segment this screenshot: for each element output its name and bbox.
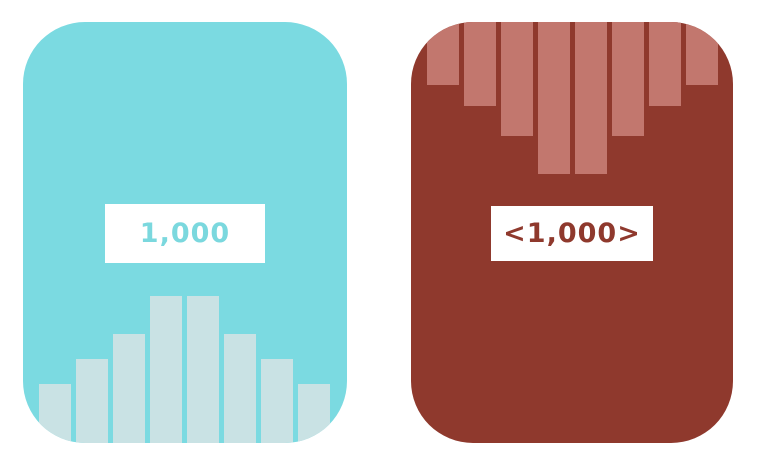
- negative-value-card: <1,000>: [411, 22, 733, 443]
- up-bar-3: [113, 334, 145, 443]
- up-bar-2: [76, 359, 108, 443]
- down-bar-3: [501, 22, 533, 136]
- down-bar-1: [427, 22, 459, 85]
- down-bar-5: [575, 22, 607, 174]
- negative-value-label: <1,000>: [491, 206, 653, 261]
- down-bar-7: [649, 22, 681, 106]
- up-bar-6: [224, 334, 256, 443]
- positive-value-label: 1,000: [105, 204, 265, 263]
- down-bar-2: [464, 22, 496, 106]
- down-bar-6: [612, 22, 644, 136]
- up-bar-1: [39, 384, 71, 443]
- down-bar-8: [686, 22, 718, 85]
- up-bar-8: [298, 384, 330, 443]
- up-bar-5: [187, 296, 219, 443]
- positive-value-card: 1,000: [23, 22, 347, 443]
- up-bar-4: [150, 296, 182, 443]
- up-bar-7: [261, 359, 293, 443]
- down-bar-4: [538, 22, 570, 174]
